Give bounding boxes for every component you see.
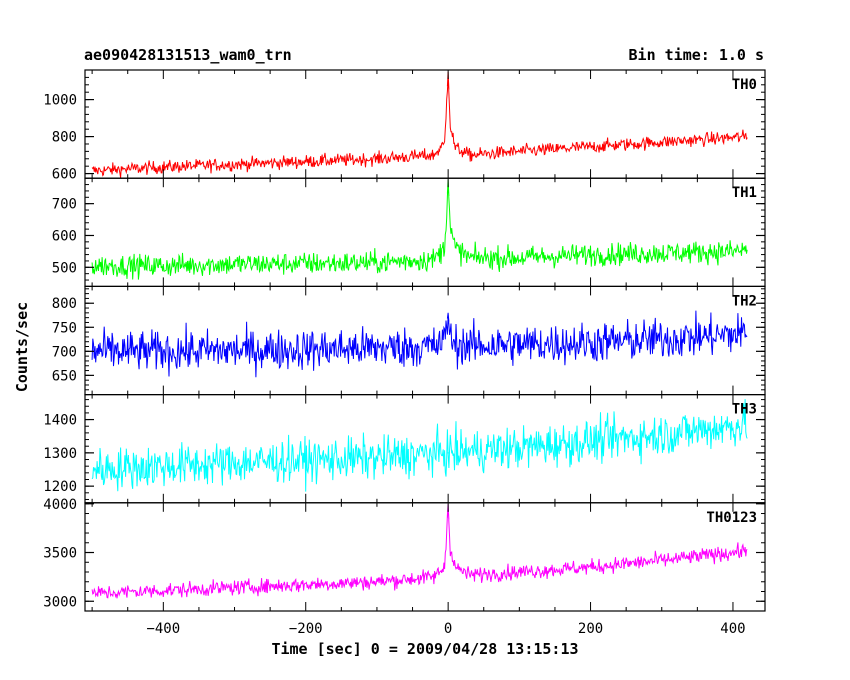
panel-label: TH0 — [732, 77, 757, 93]
panel-label: TH3 — [732, 402, 757, 418]
panel-label: TH0123 — [706, 510, 757, 526]
panel-label: TH1 — [732, 185, 757, 201]
y-tick-label: 3000 — [43, 594, 77, 610]
bin-time-label: Bin time: 1.0 s — [628, 46, 764, 64]
series-th0123-line — [91, 503, 748, 599]
y-tick-label: 3500 — [43, 546, 77, 562]
y-axis-label: Counts/sec — [13, 301, 31, 393]
y-tick-label: 1000 — [43, 93, 77, 109]
y-tick-label: 600 — [52, 167, 77, 183]
y-tick-label: 700 — [52, 344, 77, 360]
y-tick-label: 1400 — [43, 413, 77, 429]
x-tick-label: 200 — [578, 621, 603, 637]
y-tick-label: 500 — [52, 260, 77, 276]
y-tick-label: 800 — [52, 130, 77, 146]
x-tick-label: −400 — [146, 621, 180, 637]
y-tick-label: 700 — [52, 197, 77, 213]
y-tick-label: 800 — [52, 296, 77, 312]
x-tick-label: 400 — [720, 621, 745, 637]
y-tick-label: 750 — [52, 320, 77, 336]
y-tick-label: 4000 — [43, 497, 77, 513]
panel-label: TH2 — [732, 293, 757, 309]
series-th0-line — [91, 71, 748, 178]
y-tick-label: 1200 — [43, 479, 77, 495]
panel-frame-th0123 — [84, 502, 766, 612]
series-th3-line — [91, 399, 748, 492]
y-tick-label: 650 — [52, 368, 77, 384]
y-tick-label: 600 — [52, 228, 77, 244]
series-th1-line — [91, 179, 748, 280]
x-axis-label: Time [sec] 0 = 2009/04/28 13:15:13 — [271, 640, 579, 658]
series-th2-line — [91, 310, 748, 378]
x-tick-label: −200 — [289, 621, 323, 637]
x-tick-label: 0 — [444, 621, 452, 637]
y-tick-label: 1300 — [43, 446, 77, 462]
file-title: ae090428131513_wam0_trn — [84, 46, 292, 64]
